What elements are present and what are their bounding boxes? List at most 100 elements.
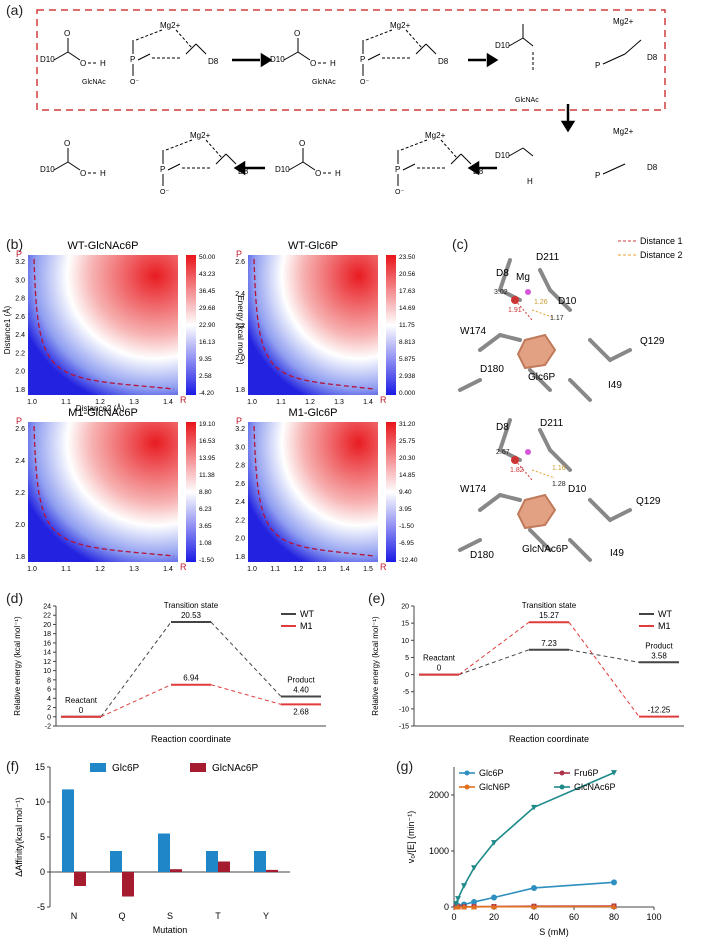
data-point [461, 903, 467, 910]
y-tick-label: 2.6 [15, 314, 25, 321]
arrow-left-1 [467, 160, 480, 176]
atom-h: H [527, 177, 533, 186]
residue-label: W174 [460, 326, 487, 337]
y-tick-label: 2.6 [235, 259, 245, 266]
atom-h: H [100, 169, 106, 178]
colorbar-label: 9.35 [199, 356, 212, 363]
y-tick-label: 2.0 [235, 536, 245, 543]
category-label: T [215, 911, 221, 921]
x-tick-label: 1.3 [129, 399, 139, 406]
atom-o: O [80, 169, 86, 178]
heatmap-1: WT-GlcNAc6P 3.2 3.0 2.8 2.6 2.4 2.2 2.0 1.81.0 1.… [15, 240, 215, 406]
bond [53, 51, 69, 61]
y-tick-label: 20 [401, 604, 409, 611]
y-tick-label: 2.0 [15, 369, 25, 376]
x-tick-label: 1.2 [95, 399, 105, 406]
bar-Glc6P-T [206, 851, 218, 872]
residue-stick [608, 348, 632, 362]
series-GlcNAc6P [453, 770, 617, 907]
residue-stick [548, 448, 572, 472]
bond [302, 161, 316, 171]
colorbar [186, 422, 196, 562]
residue-label: D211 [540, 418, 564, 429]
residue-stick [568, 378, 592, 402]
x-tick-label: 1.0 [247, 399, 257, 406]
energy-profile-e: -15 -10 -5 0 5 10 15 20 Relative energy (kcal mo… [371, 601, 684, 744]
y-tick-label: -2 [45, 724, 51, 731]
y-tick-label: 0 [405, 672, 409, 679]
bond [283, 51, 299, 61]
distance-value: 1.16 [552, 465, 566, 472]
group-glcnac: GlcNAc [82, 79, 106, 86]
y-tick-label: 14 [43, 650, 51, 657]
value-reactant: 0 [437, 664, 442, 673]
value-ts-m1: 6.94 [183, 674, 199, 683]
residue-label: GlcNAc6P [522, 544, 568, 555]
residue-stick [478, 333, 502, 352]
y-tick-label: 22 [43, 613, 51, 620]
category-label: N [71, 911, 78, 921]
group-d8: D8 [647, 53, 658, 62]
atom-o: O [64, 29, 70, 38]
residue-label: D10 [568, 484, 587, 495]
legend-marker [559, 784, 565, 790]
y-tick-label: 3.2 [235, 426, 245, 433]
y-tick-label: 2.6 [235, 481, 245, 488]
panel-label-c: (c) [452, 236, 469, 252]
data-point [471, 898, 477, 905]
residue-label: D8 [496, 422, 509, 433]
structure-top: D8 D211 Mg D10 W174 Q129 D180 Glc6P I49 3.02 1.91 1… [458, 252, 665, 402]
y-tick-label: 0 [47, 714, 51, 721]
y-tick-label: 2000 [429, 790, 449, 800]
colorbar-label: 11.75 [399, 322, 415, 329]
series-WT [61, 621, 321, 718]
legend-label: WT [300, 609, 314, 619]
y-tick-label: 10 [401, 638, 409, 645]
stage-ts: Transition state [522, 601, 577, 610]
colorbar-label: 9.40 [399, 489, 412, 496]
data-point [611, 770, 617, 776]
bond [450, 153, 462, 165]
y-tick-label: 20 [43, 622, 51, 629]
y-tick-label: 2.0 [15, 522, 25, 529]
data-point [455, 896, 461, 902]
distance1-label: Distance1 (Å) [3, 305, 12, 354]
residue-stick [528, 368, 552, 392]
group-d10: D10 [495, 151, 510, 160]
scheme-highlight-box [36, 9, 666, 111]
bond [215, 153, 227, 165]
scheme-row-1: D10 O O H P O⁻ Mg2+ D8 GlcNAc D10 O O H P O⁻ Mg2+ D8 GlcN… [40, 17, 658, 104]
y-tick-label: 4 [47, 696, 51, 703]
y-tick-label: 0 [40, 867, 45, 877]
distance-value: 1.91 [508, 307, 522, 314]
scheme-molecule-4: Mg2+ P D8 [595, 17, 658, 70]
coordination [205, 139, 223, 159]
y-tick-label: 2.8 [15, 296, 25, 303]
arrow-left-2 [233, 160, 246, 176]
energy-axis-label: Energy (kcal mol⁻¹) [236, 295, 245, 364]
colorbar-label: -12.40 [399, 557, 418, 564]
distance2-label: Distance2 (Å) [76, 404, 125, 413]
bond [195, 43, 207, 55]
residue-label: D10 [558, 296, 577, 307]
point-p: P [16, 249, 22, 259]
y-tick-label: 1.8 [235, 387, 245, 394]
atom-o: O⁻ [395, 189, 404, 196]
reaction-path [253, 425, 375, 557]
colorbar-label: 19.10 [199, 421, 216, 428]
y-tick-label: 2.2 [15, 490, 25, 497]
bond [508, 37, 524, 47]
value-prod-m1: -12.25 [648, 706, 671, 715]
y-tick-label: 24 [43, 604, 51, 611]
bar-Glc6P-S [158, 833, 170, 872]
series-M1 [419, 621, 679, 718]
bond [225, 153, 237, 165]
x-tick-label: 1.0 [247, 566, 257, 573]
data-point [531, 804, 537, 811]
colorbar-label: 17.63 [399, 288, 416, 295]
mg-ion: Mg2+ [425, 131, 446, 140]
y-tick-label: 15 [35, 762, 45, 772]
legend-label: Glc6P [479, 768, 504, 778]
